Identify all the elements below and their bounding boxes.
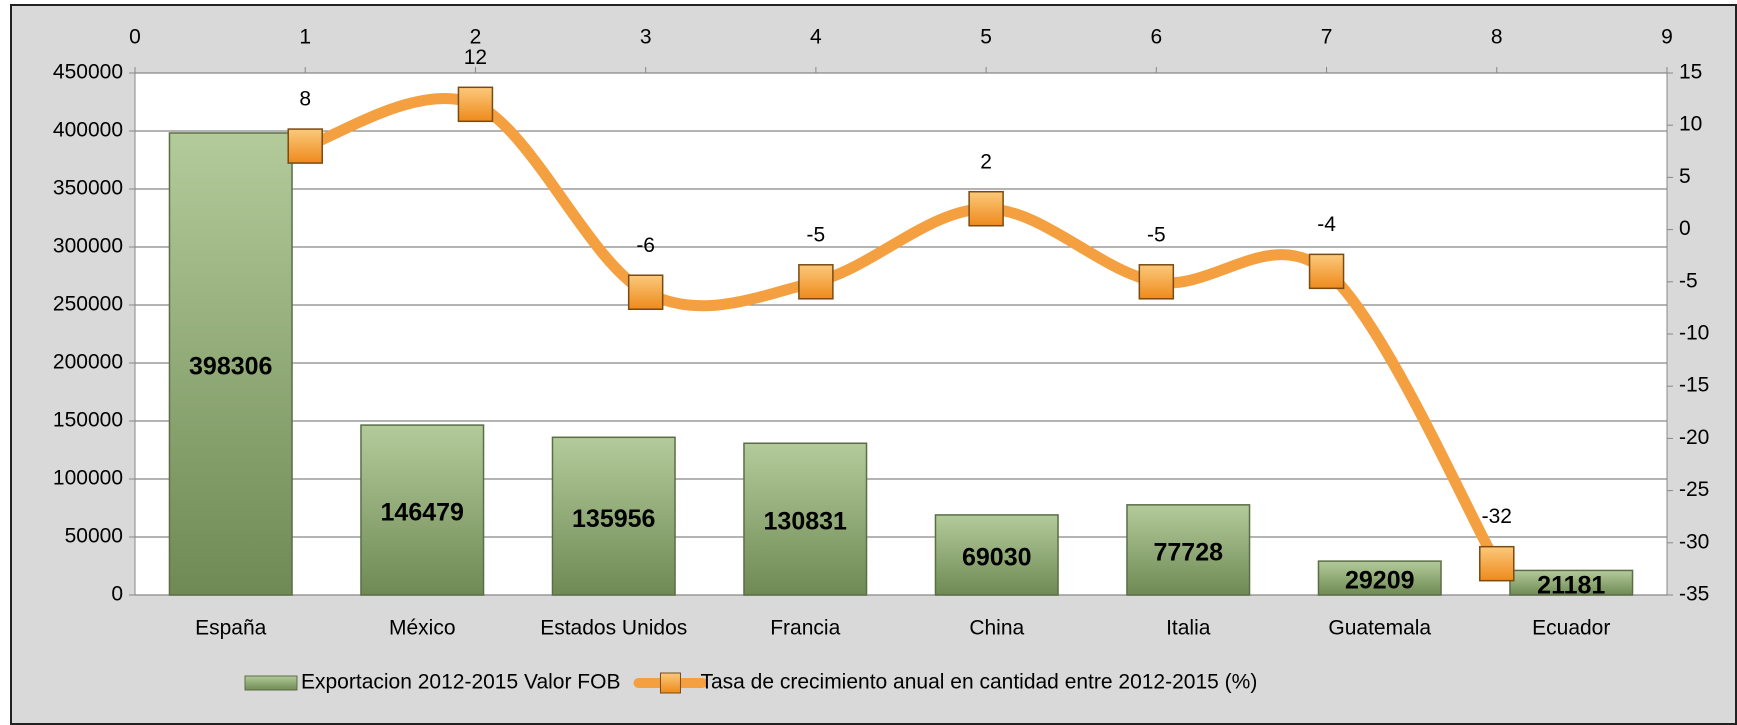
- x-tick-label: México: [389, 617, 456, 640]
- y-tick-label: 350000: [53, 177, 123, 200]
- line-value-label: -5: [1147, 223, 1166, 246]
- x-tick-label: China: [969, 617, 1024, 640]
- line-marker: [627, 274, 664, 310]
- x2-tick-label: 7: [1321, 26, 1333, 49]
- y-tick-label: 300000: [53, 235, 123, 258]
- y-tick-label: 150000: [53, 409, 123, 432]
- x-tick-label: Estados Unidos: [540, 617, 687, 640]
- y-tick-label: 0: [111, 583, 123, 606]
- x-tick-label: Ecuador: [1532, 617, 1610, 640]
- x-tick-label: Guatemala: [1328, 617, 1431, 640]
- y2-tick-label: -25: [1679, 478, 1709, 501]
- x2-tick-label: 8: [1491, 26, 1503, 49]
- bar-value-label: 135956: [572, 505, 655, 533]
- y2-tick-label: 15: [1679, 61, 1702, 84]
- y2-tick-label: 5: [1679, 165, 1691, 188]
- bar-value-label: 29209: [1345, 567, 1415, 595]
- y2-tick-label: -15: [1679, 374, 1709, 397]
- bar: [360, 424, 485, 596]
- bar: [743, 442, 868, 596]
- x2-tick-label: 9: [1661, 26, 1673, 49]
- line-value-label: -6: [636, 234, 655, 257]
- line-value-label: -5: [807, 223, 826, 246]
- bar-value-label: 146479: [381, 499, 464, 527]
- y2-tick-label: 10: [1679, 113, 1702, 136]
- x-tick-label: España: [195, 617, 267, 640]
- y2-tick-label: -10: [1679, 322, 1709, 345]
- x2-tick-label: 1: [299, 26, 311, 49]
- bar-value-label: 69030: [962, 544, 1032, 572]
- line-value-label: -4: [1317, 213, 1336, 236]
- x2-tick-label: 0: [129, 26, 141, 49]
- y-tick-label: 400000: [53, 119, 123, 142]
- x2-tick-label: 6: [1150, 26, 1162, 49]
- y2-tick-label: -20: [1679, 426, 1709, 449]
- line-value-label: -32: [1482, 505, 1512, 528]
- y2-tick-label: -5: [1679, 269, 1698, 292]
- line-marker: [1479, 545, 1515, 582]
- x2-tick-label: 2: [470, 26, 482, 49]
- bar: [551, 436, 676, 596]
- line-value-label: 12: [464, 46, 487, 69]
- legend-label: Exportacion 2012-2015 Valor FOB: [301, 671, 620, 694]
- bar: [934, 514, 1059, 596]
- line-value-label: 2: [980, 150, 992, 173]
- y-tick-label: 50000: [65, 525, 123, 548]
- legend-label: Tasa de crecimiento anual en cantidad en…: [700, 671, 1257, 694]
- legend-swatch: [244, 675, 298, 691]
- y-tick-label: 100000: [53, 467, 123, 490]
- legend-swatch: [659, 672, 681, 694]
- bar: [1509, 569, 1634, 596]
- y-tick-label: 200000: [53, 351, 123, 374]
- x2-tick-label: 4: [810, 26, 822, 49]
- x-tick-label: Francia: [770, 617, 840, 640]
- line-marker: [457, 86, 494, 123]
- line-marker: [1308, 253, 1345, 290]
- x2-tick-label: 3: [640, 26, 652, 49]
- bar: [168, 132, 293, 596]
- line-marker: [1138, 264, 1175, 300]
- line-marker: [287, 128, 323, 164]
- bar-value-label: 21181: [1537, 571, 1605, 599]
- x2-tick-label: 5: [980, 26, 992, 49]
- y2-tick-label: -35: [1679, 583, 1709, 606]
- line-marker: [968, 190, 1004, 227]
- line-marker: [798, 264, 834, 300]
- x-tick-label: Italia: [1166, 617, 1211, 640]
- bar-value-label: 398306: [189, 353, 272, 381]
- line-value-label: 8: [299, 88, 311, 111]
- y2-tick-label: -30: [1679, 530, 1709, 553]
- y2-tick-label: 0: [1679, 217, 1691, 240]
- bar: [1126, 504, 1251, 596]
- y-tick-label: 450000: [53, 61, 123, 84]
- bar-value-label: 77728: [1153, 539, 1223, 567]
- y-tick-label: 250000: [53, 293, 123, 316]
- bar: [1317, 560, 1442, 596]
- bar-value-label: 130831: [764, 508, 848, 536]
